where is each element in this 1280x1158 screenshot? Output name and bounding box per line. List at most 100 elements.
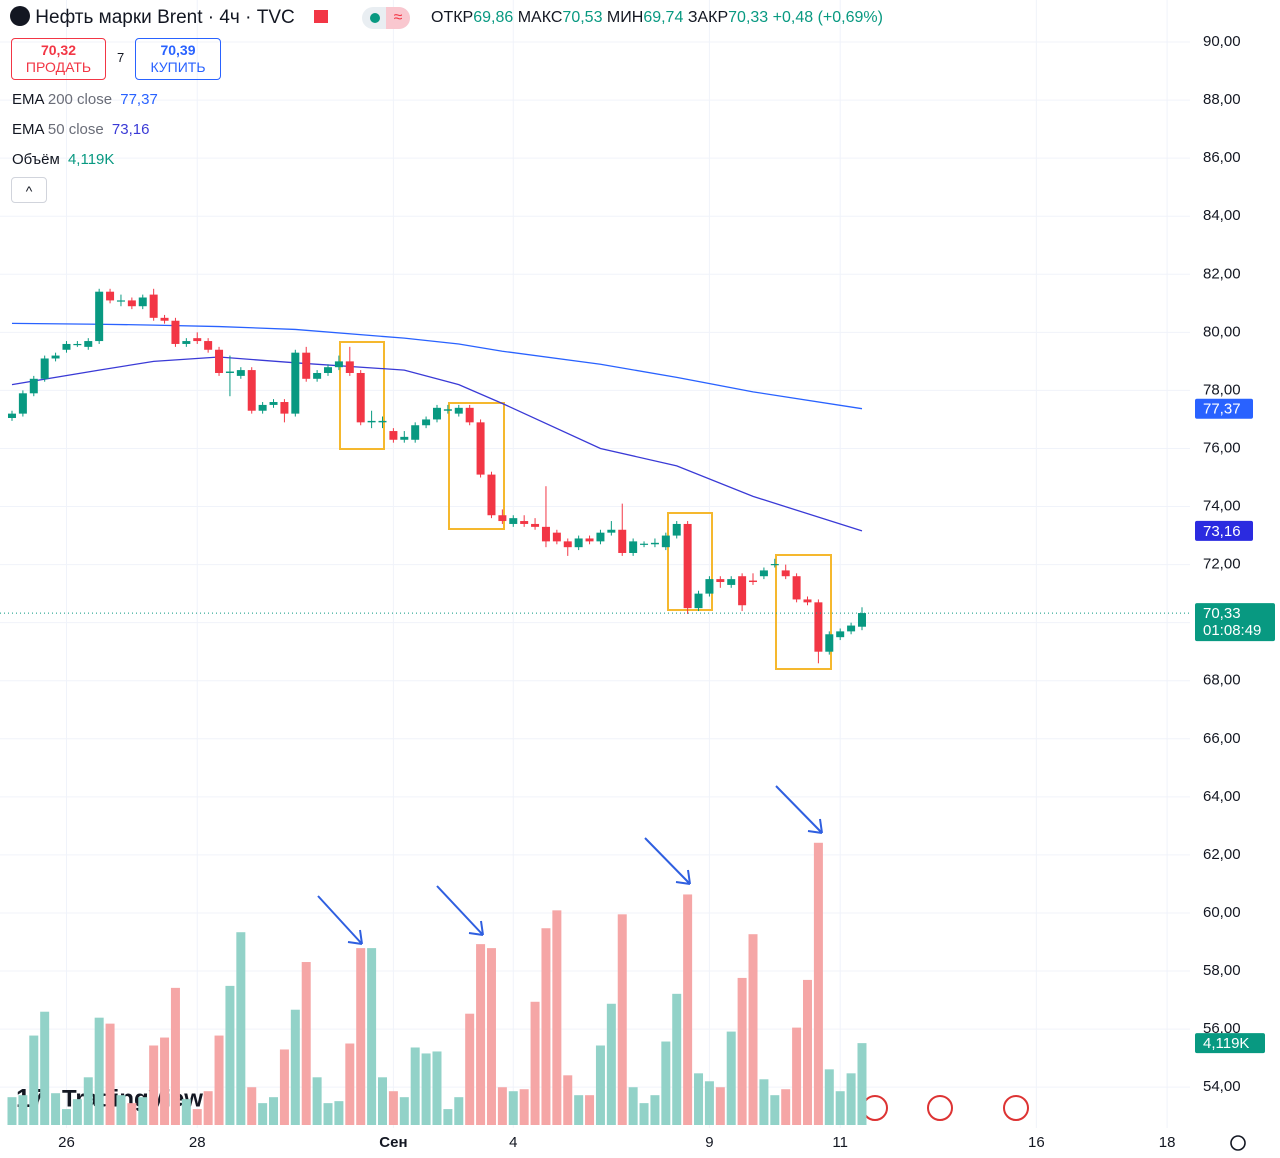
candle-body [432, 407, 441, 420]
volume-bar [628, 1087, 638, 1125]
volume-bar [508, 1091, 518, 1125]
candle-body [683, 523, 692, 609]
ohlc-value: 70,53 [562, 9, 603, 26]
candle-body [814, 602, 823, 652]
volume-bar [421, 1053, 431, 1125]
x-tick-label: 11 [832, 1134, 848, 1151]
flag-icon [927, 1095, 953, 1121]
indicator-legend: Объём 4,119K [12, 151, 114, 168]
candle-body [640, 543, 649, 545]
ohlc-label: МИН [606, 9, 644, 26]
candle-body [378, 420, 387, 423]
volume-bar [83, 1077, 93, 1125]
y-tick-label: 64,00 [1203, 788, 1241, 805]
candle-body [585, 538, 594, 542]
indicator-legend: EMA 50 close 73,16 [12, 121, 149, 138]
volume-bar [683, 894, 693, 1125]
countdown: 01:08:49 [1203, 622, 1261, 639]
candle-body [247, 370, 256, 411]
volume-bar [94, 1017, 104, 1125]
volume-bar [759, 1079, 769, 1125]
volume-bar [279, 1049, 289, 1125]
candle-body [160, 317, 169, 321]
volume-bar [378, 1077, 387, 1125]
event-flags [862, 1095, 1029, 1121]
candle-body [258, 404, 267, 411]
arrow [775, 785, 823, 834]
indicator-value: 77,37 [120, 91, 158, 108]
x-tick-label: 18 [1159, 1134, 1176, 1151]
candle-body [324, 367, 333, 373]
candle-body [738, 576, 747, 606]
buy-button[interactable]: 70,39 КУПИТЬ [135, 38, 221, 80]
ohlc-label: ЗАКР [687, 9, 729, 26]
volume-bar [29, 1035, 39, 1125]
x-tick-label: 28 [189, 1134, 206, 1151]
candle-body [443, 409, 452, 411]
ohlc-value: 69,86 [473, 9, 514, 26]
volume-bar [454, 1097, 464, 1125]
candle-body [563, 541, 572, 548]
status-pill[interactable]: ≈ [362, 7, 410, 29]
candle-body [727, 579, 736, 585]
candle-body [149, 294, 158, 318]
collapse-button[interactable]: ^ [11, 177, 47, 203]
volume-bar [116, 1095, 126, 1125]
x-tick-label: 26 [58, 1134, 75, 1151]
volume-bars [7, 842, 867, 1125]
volume-bar [541, 928, 551, 1125]
settings-icon[interactable] [1230, 1135, 1246, 1151]
volume-bar [737, 977, 747, 1125]
candle-body [749, 580, 758, 583]
arrow [317, 895, 363, 945]
y-tick-label: 68,00 [1203, 672, 1241, 689]
indicator-name: EMA [12, 121, 44, 138]
volume-bar [312, 1077, 322, 1125]
indicator-legend: EMA 200 close 77,37 [12, 91, 158, 108]
price-badge-label: 77,37 [1203, 401, 1241, 418]
ohlc-value: 70,33 [728, 9, 769, 26]
volume-bar [476, 944, 486, 1125]
volume-bar [748, 934, 758, 1125]
volume-bar [399, 1097, 409, 1125]
candle-body [694, 593, 703, 609]
ema-line [11, 322, 863, 410]
candle-body [204, 341, 213, 350]
y-tick-label: 54,00 [1203, 1078, 1241, 1095]
candle-body [345, 361, 354, 373]
volume-bar [585, 1095, 595, 1125]
change: +0,48 (+0,69%) [772, 9, 883, 26]
candle-body [770, 564, 779, 566]
flag[interactable] [314, 10, 328, 23]
candle-body [269, 402, 278, 405]
sell-button[interactable]: 70,32 ПРОДАТЬ [11, 38, 106, 80]
symbol-icon [10, 6, 30, 26]
candle-body [454, 407, 463, 414]
volume-bar [388, 1091, 398, 1125]
y-tick-label: 72,00 [1203, 556, 1241, 573]
volume-bar [650, 1095, 660, 1125]
volume-bar [792, 1027, 802, 1125]
ohlc-value: 69,74 [643, 9, 684, 26]
volume-bar [345, 1043, 355, 1125]
y-tick-label: 66,00 [1203, 730, 1241, 747]
ohlc-label: ОТКР [431, 9, 474, 26]
candle-body [803, 599, 812, 603]
candle-body [236, 370, 245, 376]
candle-body [127, 300, 136, 307]
candle-body [596, 532, 605, 542]
buy-label: КУПИТЬ [150, 59, 206, 75]
price-badge [1195, 603, 1275, 642]
volume-bar [105, 1023, 115, 1125]
buy-price: 70,39 [160, 42, 196, 58]
volume-bar [160, 1037, 170, 1125]
arrows [317, 785, 823, 945]
volume-bar [824, 1069, 834, 1125]
volume-bar [781, 1089, 791, 1125]
indicator-params: 200 close [47, 91, 113, 108]
volume-bar [715, 1087, 725, 1125]
candle-body [552, 532, 561, 542]
volume-bar [606, 1003, 616, 1125]
volume-bar [181, 1099, 191, 1125]
volume-bar [857, 1043, 867, 1125]
